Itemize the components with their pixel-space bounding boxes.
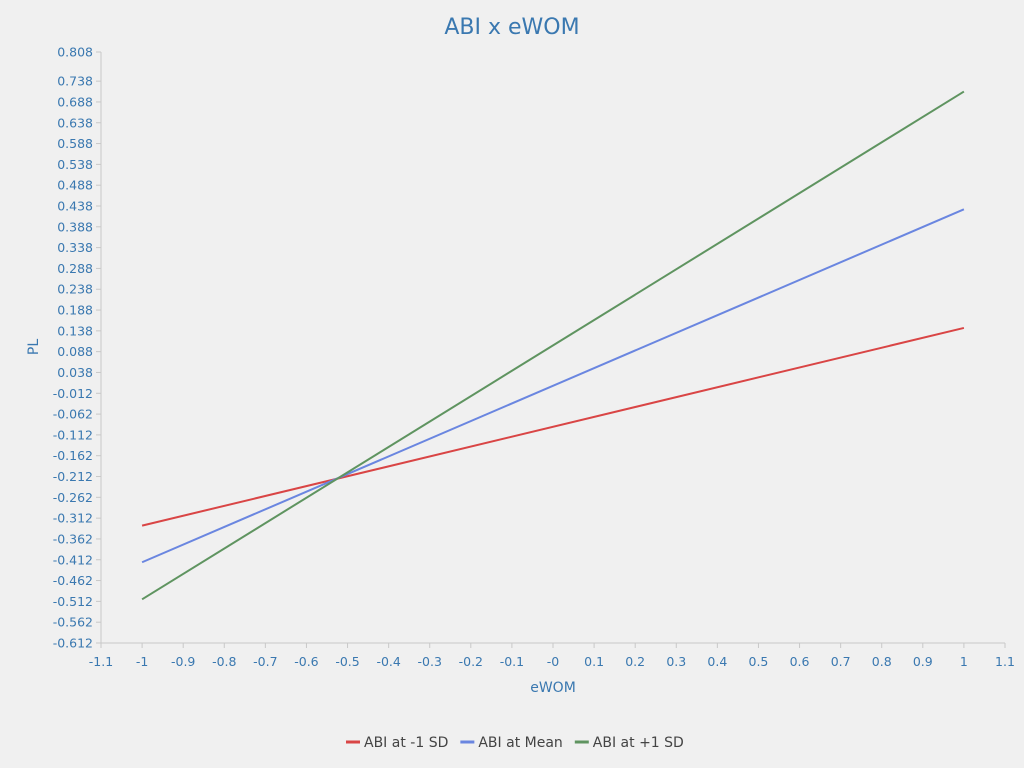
x-tick-label: 1.1 (995, 654, 1015, 669)
y-tick-label: 0.238 (57, 282, 93, 297)
x-tick-label: -0.6 (294, 654, 318, 669)
x-tick-label: -0.7 (253, 654, 277, 669)
y-tick-label: -0.012 (53, 386, 93, 401)
y-tick-label: -0.362 (53, 531, 93, 546)
y-tick-label: -0.312 (53, 511, 93, 526)
x-tick-label: -0.1 (500, 654, 524, 669)
x-tick-label: 0.1 (584, 654, 604, 669)
legend-item-3[interactable]: ABI at +1 SD (574, 735, 684, 751)
y-tick-label: -0.462 (53, 573, 93, 588)
x-tick-label: -0.2 (459, 654, 483, 669)
x-tick-label: 1 (960, 654, 968, 669)
legend-label: ABI at +1 SD (593, 735, 684, 751)
y-tick-label: 0.738 (57, 74, 93, 89)
x-tick-label: -1.1 (89, 654, 113, 669)
y-tick-label: 0.808 (57, 45, 93, 60)
y-tick-label: 0.588 (57, 136, 93, 151)
x-tick-label: 0.7 (831, 654, 851, 669)
y-axis-ticks: 0.808 0.738 0.688 0.638 0.588 0.538 0.488 0.438… (53, 45, 101, 651)
y-tick-label: 0.138 (57, 323, 93, 338)
x-tick-label: -0 (547, 654, 560, 669)
x-tick-label: -0.4 (376, 654, 400, 669)
x-tick-label: 0.3 (666, 654, 686, 669)
y-tick-label: -0.112 (53, 427, 93, 442)
x-tick-label: 0.9 (913, 654, 933, 669)
x-tick-label: 0.8 (872, 654, 892, 669)
y-tick-label: 0.438 (57, 198, 93, 213)
y-tick-label: 0.638 (57, 115, 93, 130)
series-lines (141, 90, 965, 601)
legend-item-2[interactable]: ABI at Mean (460, 735, 563, 751)
x-tick-label: -0.5 (335, 654, 359, 669)
x-tick-label: 0.6 (790, 654, 810, 669)
x-tick-label: 0.4 (707, 654, 727, 669)
legend-label: ABI at -1 SD (364, 735, 448, 751)
x-axis-ticks: -1.1 -1 -0.9 -0.8 -0.7 -0.6 -0.5 -0.4 -0.3 -0.2 -0… (89, 643, 1015, 669)
x-tick-label: -1 (136, 654, 148, 669)
x-tick-label: -0.8 (212, 654, 236, 669)
y-tick-label: -0.212 (53, 469, 93, 484)
legend-label: ABI at Mean (478, 735, 562, 751)
x-tick-label: 0.2 (625, 654, 645, 669)
y-tick-label: 0.338 (57, 240, 93, 255)
y-axis-label: PL (26, 339, 42, 355)
y-tick-label: 0.488 (57, 178, 93, 193)
y-tick-label: 0.038 (57, 365, 93, 380)
y-tick-label: 0.088 (57, 344, 93, 359)
x-tick-label: -0.9 (171, 654, 195, 669)
y-tick-label: 0.688 (57, 94, 93, 109)
y-tick-label: -0.412 (53, 552, 93, 567)
y-tick-label: -0.062 (53, 407, 93, 422)
y-tick-label: -0.262 (53, 490, 93, 505)
chart-title: ABI x eWOM (444, 15, 579, 40)
series-line-2 (141, 208, 965, 564)
axes (100, 52, 1005, 644)
y-tick-label: -0.512 (53, 594, 93, 609)
y-tick-label: 0.538 (57, 157, 93, 172)
legend: ABI at -1 SD ABI at Mean ABI at +1 SD (346, 735, 684, 751)
x-tick-label: -0.3 (418, 654, 442, 669)
x-axis-label: eWOM (530, 680, 576, 696)
y-tick-label: -0.562 (53, 615, 93, 630)
x-tick-label: 0.5 (749, 654, 769, 669)
series-line-3 (141, 90, 965, 601)
y-tick-label: 0.288 (57, 261, 93, 276)
y-tick-label: 0.388 (57, 219, 93, 234)
y-tick-label: -0.612 (53, 636, 93, 651)
y-tick-label: -0.162 (53, 448, 93, 463)
y-tick-label: 0.188 (57, 303, 93, 318)
legend-item-1[interactable]: ABI at -1 SD (346, 735, 448, 751)
series-line-1 (141, 326, 965, 527)
